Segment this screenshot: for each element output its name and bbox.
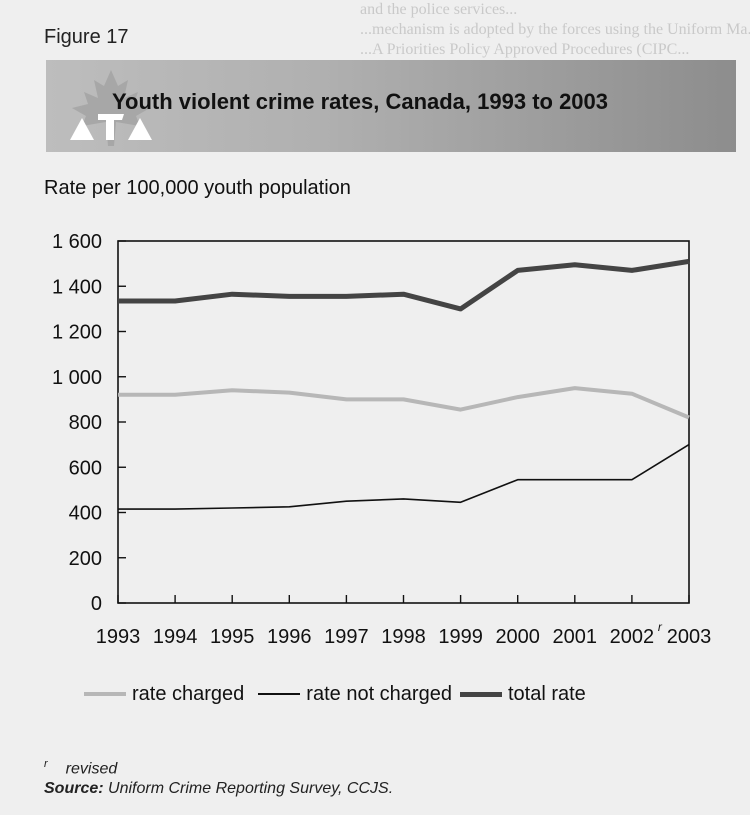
legend-item-rate-charged: rate charged xyxy=(84,683,244,706)
line-chart: 0 200 400 600 800 1 000 1 200 1 400 1 600 1993 199… xyxy=(52,231,712,648)
source-note: Source: Uniform Crime Reporting Survey, … xyxy=(44,780,393,798)
footnote-text: revised xyxy=(65,760,118,778)
y-tick-label: 200 xyxy=(69,548,102,570)
x-tick-label: 2001 xyxy=(553,626,598,648)
bleed-line-3: ...A Priorities Policy Approved Procedur… xyxy=(360,41,690,58)
legend-label-rate-not-charged: rate not charged xyxy=(306,682,452,705)
x-tick-label: 1995 xyxy=(210,626,255,648)
series-line-rate-charged xyxy=(118,386,690,420)
x-tick-label: 2002 xyxy=(610,626,655,648)
y-tick-label: 1 400 xyxy=(52,276,102,298)
chart-title: Youth violent crime rates, Canada, 1993 … xyxy=(112,89,609,114)
x-tick-label: 1994 xyxy=(153,626,198,648)
legend-label-rate-charged: rate charged xyxy=(132,682,245,705)
x-tick-label: 1996 xyxy=(267,626,312,648)
maple-leaf-logo-icon xyxy=(70,70,152,146)
bleed-line-2: ...mechanism is adopted by the forces us… xyxy=(360,21,750,38)
x-tick-label: 1997 xyxy=(324,626,369,648)
legend-swatch-rate-charged xyxy=(84,692,126,696)
x-tick-label: 1998 xyxy=(381,626,426,648)
series-line-rate-not-charged xyxy=(118,443,690,510)
legend-label-total-rate: total rate xyxy=(507,682,586,705)
y-tick-label: 0 xyxy=(91,593,102,615)
legend-swatch-rate-not-charged xyxy=(258,693,301,695)
y-tick-label: 400 xyxy=(69,503,102,525)
source-label: Source: xyxy=(44,780,104,797)
bleed-line-1: and the police services... xyxy=(360,1,518,18)
source-text: Uniform Crime Reporting Survey, CCJS. xyxy=(108,780,394,797)
y-axis-label: Rate per 100,000 youth population xyxy=(44,177,351,199)
x-tick-label: 2003 xyxy=(667,626,712,648)
x-tick-superscript: r xyxy=(658,620,663,634)
footnote: r revised xyxy=(44,758,117,778)
x-tick-label: 2000 xyxy=(495,626,540,648)
title-banner: Youth violent crime rates, Canada, 1993 … xyxy=(46,60,736,152)
y-tick-label: 600 xyxy=(69,457,102,479)
legend-swatch-total-rate xyxy=(459,691,502,697)
series-line-total-rate xyxy=(118,258,690,312)
legend-item-total-rate: total rate xyxy=(452,683,586,706)
figure-label: Figure 17 xyxy=(44,26,129,48)
y-tick-label: 1 200 xyxy=(52,322,102,344)
legend-item-rate-not-charged: rate not charged xyxy=(244,683,452,706)
y-tick-label: 1 600 xyxy=(52,231,102,253)
background-bleed-text: and the police services... ...mechanism … xyxy=(360,0,750,60)
legend: rate charged rate not charged total rate xyxy=(84,682,586,706)
footnote-marker: r xyxy=(44,758,48,770)
x-tick-label: 1993 xyxy=(96,626,141,648)
x-tick-label: 1999 xyxy=(438,626,483,648)
y-tick-label: 1 000 xyxy=(52,367,102,389)
y-tick-label: 800 xyxy=(69,412,102,434)
